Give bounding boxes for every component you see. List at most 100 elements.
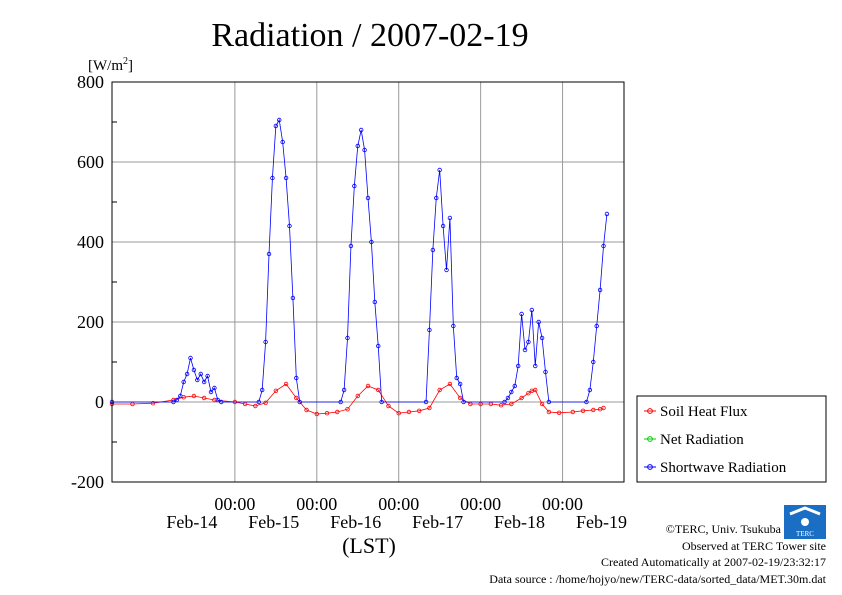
data-point bbox=[263, 400, 268, 405]
data-point bbox=[266, 251, 272, 257]
x-axis-label: (LST) bbox=[342, 533, 396, 558]
data-point bbox=[150, 401, 156, 406]
data-point bbox=[287, 223, 292, 229]
data-point bbox=[457, 381, 463, 387]
data-point bbox=[580, 408, 586, 413]
x-tick-date-label: Feb-19 bbox=[576, 512, 627, 532]
data-point bbox=[294, 375, 299, 381]
logo-roof-icon bbox=[789, 506, 821, 516]
data-point bbox=[372, 299, 378, 305]
data-point bbox=[447, 381, 453, 387]
data-point bbox=[376, 387, 381, 393]
data-point bbox=[423, 399, 429, 405]
series-soil-heat-flux bbox=[109, 381, 606, 417]
data-point bbox=[379, 399, 384, 405]
data-point bbox=[386, 403, 391, 409]
data-point bbox=[184, 371, 190, 377]
data-point bbox=[546, 409, 552, 415]
data-point bbox=[201, 379, 207, 385]
y-axis-unit-label: [W/m2] bbox=[88, 56, 133, 74]
data-point bbox=[601, 243, 606, 249]
data-point bbox=[362, 147, 367, 153]
terc-logo: TERC bbox=[784, 505, 826, 539]
data-point bbox=[437, 387, 442, 393]
data-point bbox=[519, 311, 524, 317]
legend: Soil Heat Flux Net Radiation Shortwave Rad… bbox=[636, 395, 827, 483]
plot-frame bbox=[111, 81, 625, 483]
data-point bbox=[427, 327, 432, 333]
data-point bbox=[273, 123, 279, 129]
data-point bbox=[338, 399, 343, 405]
series-line bbox=[112, 383, 604, 415]
x-tick-time-label: 00:00 bbox=[460, 494, 501, 514]
legend-label: Soil Heat Flux bbox=[660, 404, 748, 420]
data-point bbox=[522, 347, 528, 353]
credit-created: Created Automatically at 2007-02-19/23:3… bbox=[601, 555, 826, 569]
data-point bbox=[536, 319, 541, 325]
data-point bbox=[294, 395, 299, 401]
data-point bbox=[587, 387, 593, 393]
y-tick-label: 400 bbox=[77, 232, 104, 252]
data-point bbox=[440, 223, 446, 229]
data-point bbox=[601, 405, 606, 411]
data-point bbox=[546, 399, 552, 405]
series-shortwave-radiation bbox=[109, 117, 610, 405]
data-point bbox=[543, 369, 548, 375]
data-point bbox=[529, 307, 535, 313]
logo-text: TERC bbox=[796, 530, 814, 538]
data-point bbox=[198, 371, 203, 377]
data-point bbox=[355, 393, 360, 399]
data-point bbox=[178, 393, 183, 399]
data-point bbox=[304, 407, 309, 413]
data-point bbox=[376, 343, 381, 349]
x-tick-time-label: 00:00 bbox=[214, 494, 255, 514]
legend-swatch-marker bbox=[647, 408, 653, 414]
data-point bbox=[348, 243, 354, 249]
data-point bbox=[533, 363, 538, 369]
data-point bbox=[509, 389, 514, 395]
x-axis-ticks: 00:00Feb-1400:00Feb-1500:00Feb-1600:00Fe… bbox=[166, 494, 627, 532]
data-point bbox=[358, 127, 364, 133]
data-point bbox=[212, 385, 217, 391]
y-tick-label: 800 bbox=[77, 72, 104, 92]
x-tick-date-label: Feb-16 bbox=[330, 512, 381, 532]
data-point bbox=[215, 397, 221, 403]
y-axis-ticks: 800 600 400 200 0 -200 bbox=[71, 72, 104, 492]
data-point bbox=[219, 399, 224, 405]
data-point bbox=[556, 410, 562, 415]
credit-observed: Observed at TERC Tower site bbox=[682, 539, 826, 553]
data-point bbox=[427, 405, 432, 411]
data-point bbox=[515, 363, 521, 369]
data-point bbox=[430, 247, 436, 253]
chart-title: Radiation / 2007-02-19 bbox=[211, 17, 528, 54]
y-tick-label: -200 bbox=[71, 472, 104, 492]
data-point bbox=[263, 339, 268, 345]
data-point bbox=[205, 373, 210, 379]
data-point bbox=[201, 395, 207, 401]
legend-box bbox=[636, 395, 827, 483]
data-point bbox=[519, 395, 524, 401]
legend-swatch-marker bbox=[647, 436, 653, 442]
x-tick-time-label: 00:00 bbox=[542, 494, 583, 514]
data-point bbox=[447, 215, 453, 221]
data-point bbox=[406, 409, 412, 415]
data-point bbox=[283, 381, 289, 387]
data-point bbox=[171, 399, 176, 405]
data-point bbox=[345, 335, 350, 341]
data-point bbox=[181, 379, 186, 385]
credit-source: Data source : /home/hojyo/new/TERC-data/… bbox=[489, 572, 826, 586]
y-tick-label: 200 bbox=[77, 312, 104, 332]
data-point bbox=[457, 395, 463, 401]
data-point bbox=[256, 399, 261, 405]
grid-lines bbox=[112, 81, 624, 483]
legend-label: Shortwave Radiation bbox=[660, 460, 787, 476]
data-point bbox=[355, 143, 360, 149]
data-point bbox=[509, 401, 514, 407]
data-point bbox=[365, 195, 371, 201]
data-point bbox=[584, 399, 589, 405]
data-point bbox=[365, 383, 371, 389]
x-tick-time-label: 00:00 bbox=[296, 494, 337, 514]
data-point bbox=[277, 117, 282, 123]
data-point bbox=[369, 239, 374, 245]
